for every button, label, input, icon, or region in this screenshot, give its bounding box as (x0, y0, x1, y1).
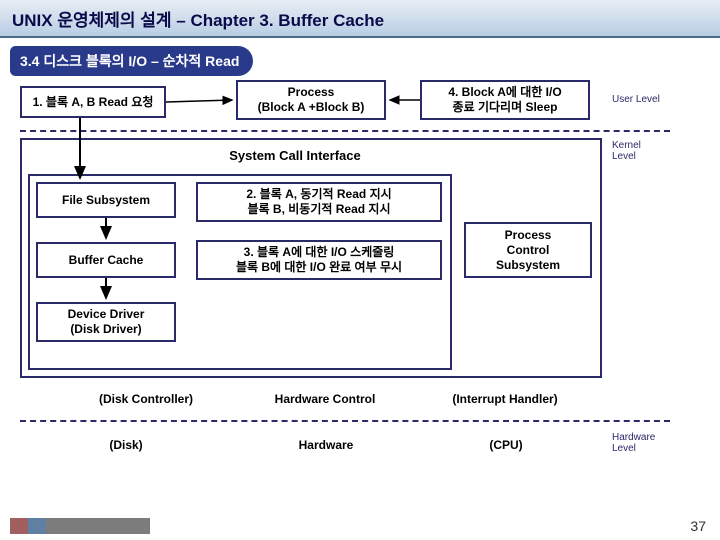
section-label: 3.4 디스크 블록의 I/O – 순차적 Read (20, 53, 239, 69)
arrows-layer (20, 80, 700, 480)
diagram-area: 1. 블록 A, B Read 요청 Process (Block A +Blo… (20, 80, 700, 480)
page-number: 37 (690, 518, 706, 534)
title-bar: UNIX 운영체제의 설계 – Chapter 3. Buffer Cache (0, 0, 720, 38)
page-title: UNIX 운영체제의 설계 – Chapter 3. Buffer Cache (12, 6, 384, 31)
section-pill: 3.4 디스크 블록의 I/O – 순차적 Read (10, 46, 253, 76)
footer-logo (10, 518, 150, 534)
